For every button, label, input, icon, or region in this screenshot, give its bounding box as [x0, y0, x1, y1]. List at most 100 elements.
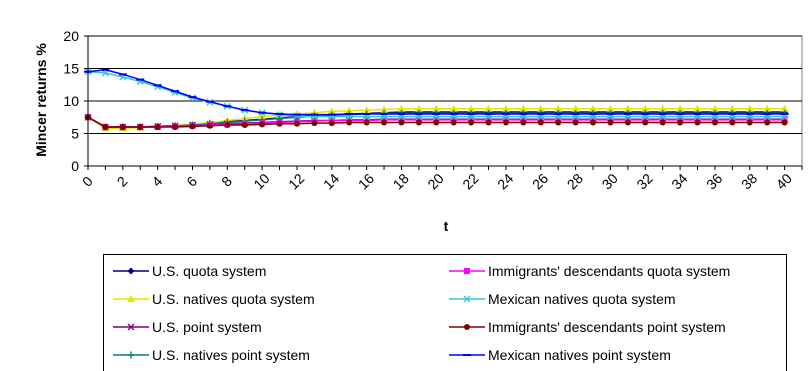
data-point: [172, 124, 179, 130]
x-axis-label: t: [444, 218, 449, 234]
data-point: [780, 104, 789, 112]
legend-marker: [127, 323, 135, 331]
data-point: [449, 104, 458, 112]
data-point: [763, 104, 772, 112]
data-point: [658, 104, 667, 112]
legend-swatch: [113, 323, 149, 331]
data-point: [711, 119, 718, 126]
data-point: [607, 119, 614, 126]
y-tick-label: 15: [63, 61, 79, 77]
data-point: [363, 119, 370, 126]
data-point: [501, 104, 510, 112]
legend-item: U.S. quota system: [112, 261, 266, 281]
data-point: [414, 104, 423, 112]
legend-marker: [127, 351, 135, 359]
legend-label: U.S. quota system: [152, 263, 267, 279]
legend-label: U.S. natives point system: [152, 347, 310, 363]
data-point: [572, 119, 579, 126]
data-point: [728, 104, 737, 112]
data-point: [571, 104, 580, 112]
legend-swatch: [449, 354, 485, 356]
data-point: [484, 104, 493, 112]
y-axis-label: Mincer returns %: [33, 43, 49, 157]
legend-item: U.S. point system: [112, 317, 262, 337]
x-tick-label: 2: [114, 173, 131, 190]
data-point: [746, 119, 753, 126]
x-tick-label: 34: [668, 170, 690, 192]
y-tick-label: 20: [63, 28, 79, 44]
data-point: [606, 104, 615, 112]
legend-swatch: [449, 268, 485, 274]
data-point: [433, 119, 440, 126]
x-tick-label: 8: [218, 173, 235, 190]
x-tick-label: 0: [79, 173, 96, 190]
data-point: [555, 119, 562, 126]
data-point: [137, 124, 144, 130]
legend-label: Mexican natives quota system: [488, 291, 676, 307]
legend-item: Immigrants' descendants quota system: [448, 261, 730, 281]
data-point: [241, 122, 248, 129]
data-point: [259, 121, 266, 128]
legend-label: U.S. natives quota system: [152, 291, 315, 307]
data-point: [502, 119, 509, 126]
legend-swatch: [113, 267, 149, 275]
data-point: [276, 120, 283, 127]
data-point: [381, 119, 388, 126]
legend-label: Immigrants' descendants quota system: [488, 263, 731, 279]
y-tick-label: 5: [71, 126, 79, 142]
data-point: [554, 104, 563, 112]
data-point: [450, 119, 457, 126]
legend: U.S. quota system U.S. natives quota syst…: [103, 254, 787, 371]
x-tick-label: 14: [320, 170, 342, 192]
legend-item: U.S. natives quota system: [112, 289, 315, 309]
data-point: [362, 106, 371, 114]
data-point: [764, 119, 771, 126]
legend-marker: [464, 324, 470, 330]
data-point: [258, 112, 267, 120]
x-tick-label: 18: [390, 170, 412, 192]
data-point: [624, 119, 631, 126]
data-point: [189, 123, 196, 130]
data-point: [694, 119, 701, 126]
data-point: [311, 120, 318, 127]
x-tick-label: 4: [149, 173, 166, 190]
series-8: [84, 68, 789, 116]
data-point: [380, 105, 389, 113]
data-point: [677, 119, 684, 126]
legend-item: U.S. natives point system: [112, 345, 310, 365]
series-layer: [84, 68, 789, 132]
x-tick-label: 36: [703, 170, 725, 192]
data-point: [589, 104, 598, 112]
legend-label: U.S. point system: [152, 319, 262, 335]
legend-marker: [464, 268, 470, 274]
legend-item: Immigrants' descendants point system: [448, 317, 726, 337]
data-point: [415, 119, 422, 126]
data-point: [397, 104, 406, 112]
legend-swatch: [113, 351, 149, 359]
legend-swatch: [449, 295, 485, 303]
data-point: [590, 119, 597, 126]
data-point: [468, 119, 475, 126]
x-tick-label: 26: [529, 170, 551, 192]
legend-swatch: [113, 295, 149, 302]
data-point: [154, 124, 161, 130]
data-point: [102, 124, 109, 130]
y-tick-label: 10: [63, 93, 79, 109]
series-7: [85, 114, 788, 130]
data-point: [729, 119, 736, 126]
data-point: [432, 104, 441, 112]
legend-marker: [127, 267, 135, 275]
data-point: [206, 122, 213, 129]
x-tick-label: 12: [285, 170, 307, 192]
data-point: [536, 104, 545, 112]
x-tick-label: 16: [355, 170, 377, 192]
legend-swatch: [449, 324, 485, 330]
x-tick-label: 38: [738, 170, 760, 192]
data-point: [781, 119, 788, 126]
x-tick-label: 24: [494, 170, 516, 192]
data-point: [659, 119, 666, 126]
data-point: [346, 119, 353, 126]
